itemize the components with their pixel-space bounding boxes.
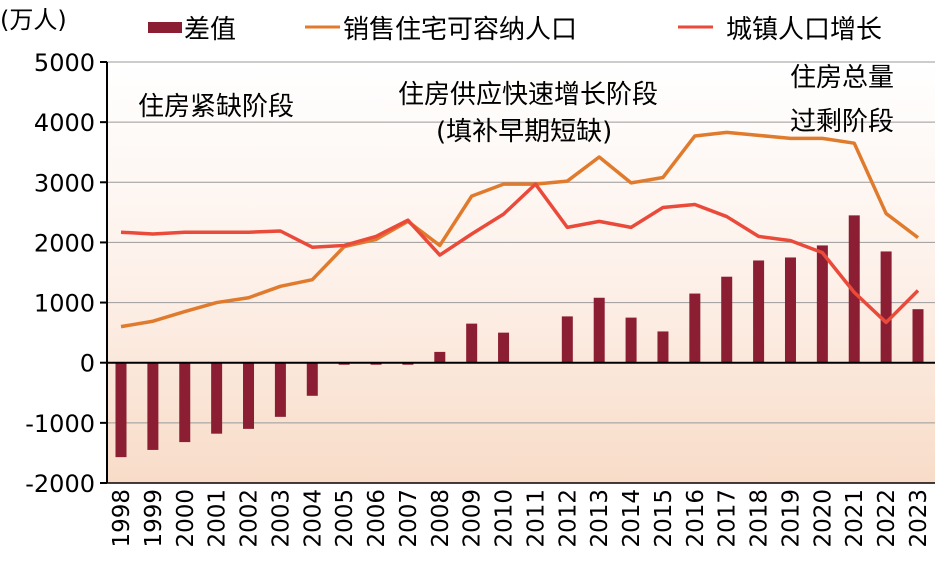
bar: [466, 323, 478, 363]
x-tick-label: 2013: [587, 489, 613, 548]
x-tick-label: 2020: [810, 489, 836, 548]
bar: [689, 293, 701, 363]
y-tick-label: 0: [80, 350, 95, 378]
bar: [243, 362, 255, 429]
bar: [115, 362, 127, 458]
series-line: [120, 182, 920, 325]
bar: [561, 316, 573, 363]
x-tick-label: 1999: [141, 489, 167, 548]
x-tick-label: 2004: [300, 489, 326, 548]
series-line: [120, 130, 920, 329]
x-tick-label: 2015: [651, 489, 677, 548]
x-tick-label: 2008: [428, 489, 454, 548]
annotation: 住房紧缺阶段: [138, 92, 294, 122]
bar: [498, 332, 510, 363]
bar: [147, 362, 159, 450]
x-tick-label: 2001: [205, 489, 231, 548]
y-tick-label: 2000: [34, 229, 95, 257]
annotation: 住房供应快速增长阶段: [398, 80, 658, 110]
bar: [179, 362, 191, 443]
x-tick-label: 2010: [492, 489, 518, 548]
legend-label: 城镇人口增长: [726, 15, 882, 45]
bar: [848, 215, 860, 363]
y-tick-label: -1000: [25, 410, 95, 438]
x-tick-label: 2012: [555, 489, 581, 548]
x-tick-label: 2021: [842, 489, 868, 548]
x-tick-label: 2016: [683, 489, 709, 548]
bar: [593, 297, 605, 363]
x-tick-label: 2011: [523, 489, 549, 548]
y-tick-label: 3000: [34, 169, 95, 197]
y-tick-label: 1000: [34, 290, 95, 318]
legend: 差值 销售住宅可容纳人口 城镇人口增长: [148, 15, 882, 45]
x-tick-label: 2017: [715, 489, 741, 548]
x-tick-label: 2000: [173, 489, 199, 548]
bar: [912, 309, 924, 363]
annotation: (填补早期短缺): [436, 117, 612, 147]
y-tick-label: 4000: [34, 109, 95, 137]
legend-swatch-bar: [148, 22, 182, 33]
bar: [753, 260, 765, 363]
x-tick-label: 2019: [778, 489, 804, 548]
x-tick-label: 2005: [332, 489, 358, 548]
bar: [784, 257, 796, 363]
bar: [880, 251, 892, 363]
bar: [816, 245, 828, 363]
legend-label: 销售住宅可容纳人口: [343, 15, 577, 45]
x-tick-label: 2018: [747, 489, 773, 548]
x-tick-label: 1998: [109, 489, 135, 548]
x-tick-label: 2007: [396, 489, 422, 548]
bar: [721, 276, 733, 363]
x-tick-label: 2014: [619, 489, 645, 548]
x-tick-label: 2023: [906, 489, 932, 548]
y-tick-label: 5000: [34, 49, 95, 77]
y-tick-label: -2000: [25, 470, 95, 498]
annotation: 过剩阶段: [790, 107, 894, 137]
legend-label: 差值: [184, 15, 236, 45]
unit-label: (万人): [0, 6, 67, 34]
annotation: 住房总量: [790, 63, 894, 93]
x-tick-label: 2009: [460, 489, 486, 548]
bar: [211, 362, 223, 434]
bar: [625, 317, 637, 363]
bar: [657, 331, 669, 363]
x-tick-label: 2022: [874, 489, 900, 548]
bar: [434, 351, 446, 363]
bar: [274, 362, 286, 417]
x-tick-label: 2002: [237, 489, 263, 548]
x-tick-label: 2003: [268, 489, 294, 548]
x-tick-label: 2006: [364, 489, 390, 548]
bar: [306, 362, 318, 396]
